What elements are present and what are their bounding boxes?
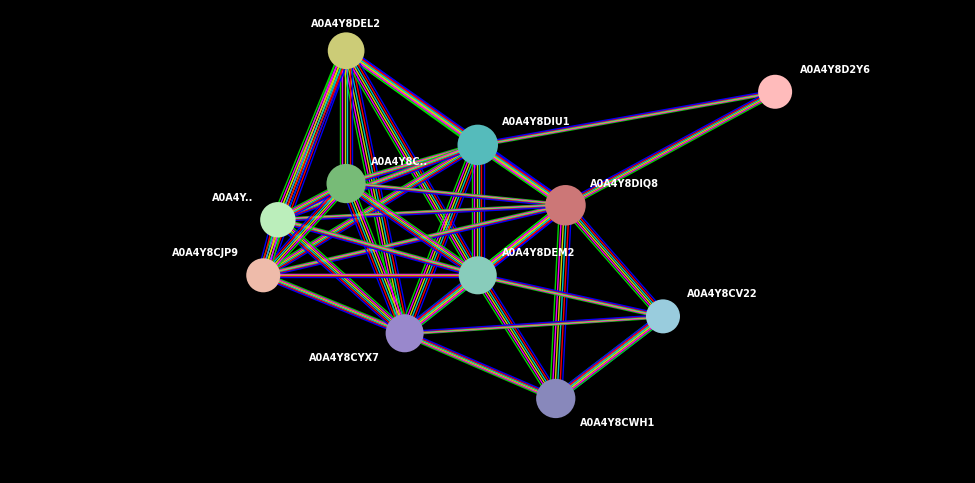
- Point: [338, 180, 354, 187]
- Text: A0A4Y8DIU1: A0A4Y8DIU1: [502, 116, 570, 127]
- Point: [470, 141, 486, 149]
- Text: A0A4Y8DEM2: A0A4Y8DEM2: [502, 248, 575, 258]
- Point: [397, 329, 412, 337]
- Text: A0A4Y8DEL2: A0A4Y8DEL2: [311, 19, 381, 29]
- Text: A0A4Y8D2Y6: A0A4Y8D2Y6: [800, 65, 871, 75]
- Text: A0A4Y8CYX7: A0A4Y8CYX7: [309, 353, 380, 363]
- Text: A0A4Y8CJP9: A0A4Y8CJP9: [172, 248, 239, 258]
- Text: A0A4Y8CV22: A0A4Y8CV22: [687, 289, 758, 299]
- Point: [338, 47, 354, 55]
- Point: [548, 395, 564, 402]
- Text: A0A4Y8C..: A0A4Y8C..: [370, 156, 428, 167]
- Point: [767, 88, 783, 96]
- Point: [470, 271, 486, 279]
- Point: [558, 201, 573, 209]
- Text: A0A4Y..: A0A4Y..: [213, 193, 254, 203]
- Point: [255, 271, 271, 279]
- Point: [270, 216, 286, 224]
- Text: A0A4Y8CWH1: A0A4Y8CWH1: [580, 418, 655, 428]
- Point: [655, 313, 671, 320]
- Text: A0A4Y8DIQ8: A0A4Y8DIQ8: [590, 178, 659, 188]
